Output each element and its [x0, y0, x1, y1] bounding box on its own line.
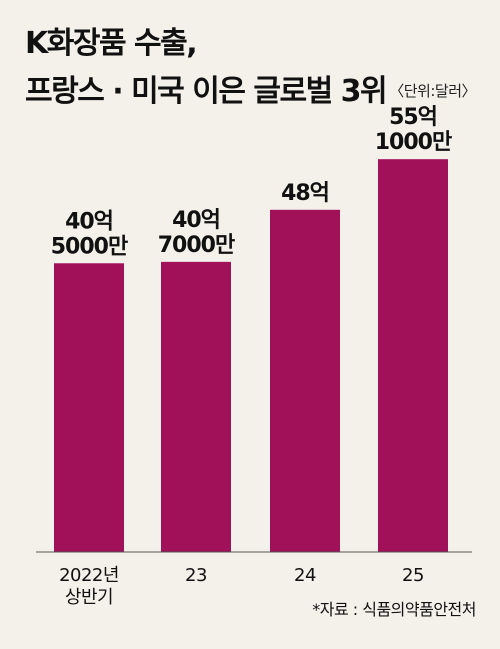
bar-value-label: 40억 — [172, 208, 220, 233]
x-tick-label: 25 — [402, 565, 424, 586]
bar-value-label: 40억 — [65, 209, 113, 234]
x-tick-label: 2022년 — [59, 565, 119, 586]
x-tick-label: 24 — [294, 565, 316, 586]
bar-0 — [54, 263, 124, 552]
bar-1 — [161, 261, 231, 552]
bar-3 — [378, 159, 448, 553]
bar-2 — [270, 209, 340, 552]
bar-value-label: 7000만 — [158, 233, 235, 258]
bar-value-label: 48억 — [281, 181, 329, 206]
source-note: *자료 : 식품의약품안전처 — [312, 600, 476, 619]
title-line-1: K화장품 수출, — [25, 26, 198, 61]
title-line-2: 프랑스 · 미국 이은 글로벌 3위 — [25, 74, 388, 109]
x-tick-label: 23 — [185, 565, 207, 586]
unit-label: 〈단위:달러〉 — [389, 82, 476, 100]
x-tick-label: 상반기 — [65, 587, 113, 608]
bar-value-label: 1000만 — [375, 130, 452, 155]
chart-title: K화장품 수출, 프랑스 · 미국 이은 글로벌 3위 — [25, 20, 388, 116]
bar-value-label: 55억 — [389, 105, 437, 130]
bar-value-label: 5000만 — [51, 234, 128, 259]
